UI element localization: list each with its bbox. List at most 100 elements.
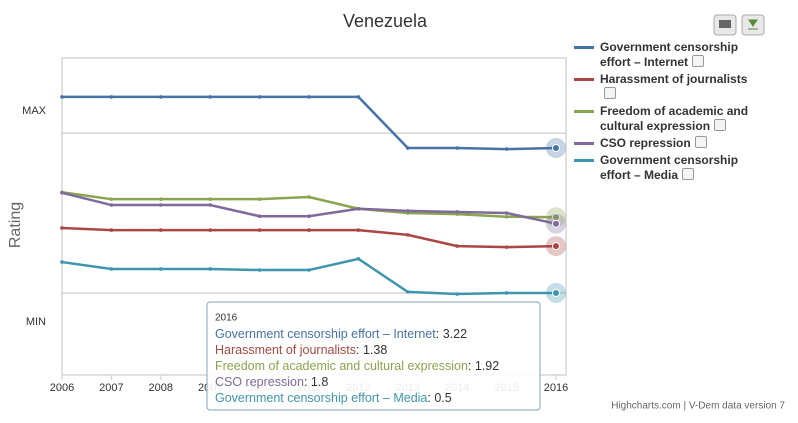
- legend-symbol: [574, 110, 594, 113]
- point-marker: [455, 210, 460, 214]
- point-marker: [109, 228, 114, 232]
- point-marker: [307, 268, 311, 272]
- point-marker: [504, 147, 509, 151]
- tooltip-series-name: CSO repression: [215, 375, 304, 389]
- chart-title: Venezuela: [343, 11, 428, 31]
- point-marker: [552, 144, 560, 153]
- tooltip-value: 1.8: [311, 375, 328, 389]
- legend: Government censorship effort – Internet H…: [572, 40, 772, 185]
- legend-item[interactable]: Government censorship effort – Media: [572, 153, 750, 183]
- legend-checkbox[interactable]: [682, 168, 695, 180]
- legend-checkbox[interactable]: [714, 119, 727, 131]
- legend-item[interactable]: CSO repression: [572, 136, 750, 151]
- tooltip-series-name: Government censorship effort – Media: [215, 391, 427, 405]
- legend-symbol: [574, 78, 594, 81]
- point-marker: [60, 95, 64, 99]
- point-marker: [257, 95, 262, 99]
- series-line: [62, 95, 557, 151]
- point-marker: [552, 242, 560, 251]
- point-marker: [552, 219, 560, 228]
- point-marker: [406, 233, 410, 237]
- point-marker: [159, 197, 163, 201]
- point-marker: [109, 267, 114, 271]
- point-marker: [257, 197, 262, 201]
- point-marker: [504, 291, 509, 295]
- legend-symbol: [574, 46, 594, 49]
- y-axis-label: Rating: [7, 202, 24, 248]
- tooltip-box: [206, 301, 541, 411]
- point-marker: [307, 228, 311, 232]
- point-marker: [455, 292, 460, 296]
- point-marker: [60, 190, 64, 195]
- export-buttons[interactable]: [713, 14, 765, 36]
- point-marker: [109, 203, 114, 207]
- x-tick-label: 2016: [544, 382, 568, 394]
- point-marker: [552, 288, 560, 297]
- point-marker: [406, 290, 410, 294]
- tooltip: 2016 Government censorship effort – Inter…: [206, 301, 541, 411]
- point-marker: [159, 267, 163, 271]
- point-marker: [406, 209, 410, 213]
- tooltip-separator: :: [427, 391, 434, 405]
- tooltip-value: 1.38: [363, 343, 387, 357]
- legend-checkbox[interactable]: [692, 55, 705, 67]
- tooltip-row: Freedom of academic and cultural express…: [215, 359, 499, 373]
- tooltip-separator: :: [356, 343, 363, 357]
- x-tick-label: 2008: [149, 382, 173, 394]
- tooltip-separator: :: [468, 359, 475, 373]
- credits: Highcharts.com | V-Dem data version 7: [611, 401, 785, 412]
- legend-label: Harassment of journalists: [600, 72, 748, 86]
- point-marker: [109, 95, 114, 99]
- point-marker: [257, 268, 262, 272]
- tooltip-header: 2016: [215, 313, 238, 324]
- legend-label: CSO repression: [600, 136, 691, 150]
- point-marker: [257, 214, 262, 219]
- point-marker: [208, 267, 212, 271]
- point-marker: [208, 228, 212, 232]
- point-marker: [109, 197, 114, 201]
- tooltip-value: 0.5: [434, 391, 451, 405]
- legend-item[interactable]: Harassment of journalists: [572, 72, 750, 102]
- series-line: [61, 257, 556, 296]
- point-marker: [504, 214, 509, 219]
- print-icon: [719, 20, 731, 28]
- point-marker: [208, 95, 212, 99]
- point-marker: [208, 203, 212, 207]
- legend-symbol: [574, 142, 594, 145]
- legend-label: Government censorship effort – Media: [600, 153, 739, 182]
- point-marker: [208, 197, 212, 201]
- point-marker: [356, 95, 361, 99]
- point-marker: [159, 203, 163, 207]
- point-marker: [504, 245, 509, 249]
- tooltip-separator: :: [304, 375, 311, 389]
- y-tick-label: MIN: [26, 316, 46, 328]
- legend-checkbox[interactable]: [694, 136, 707, 148]
- point-marker: [307, 95, 311, 99]
- tooltip-value: 1.92: [475, 359, 499, 373]
- point-marker: [455, 146, 460, 150]
- legend-item[interactable]: Freedom of academic and cultural express…: [572, 104, 750, 134]
- legend-checkbox[interactable]: [604, 87, 616, 99]
- tooltip-row: Government censorship effort – Media: 0.…: [215, 391, 452, 405]
- point-marker: [257, 228, 262, 232]
- tooltip-row: Harassment of journalists: 1.38: [215, 343, 387, 357]
- x-tick-label: 2006: [50, 382, 74, 394]
- tooltip-series-name: Government censorship effort – Internet: [215, 327, 436, 341]
- point-marker: [159, 95, 163, 99]
- tooltip-row: CSO repression: 1.8: [215, 375, 328, 389]
- point-marker: [307, 214, 311, 219]
- tooltip-row: Government censorship effort – Internet:…: [215, 327, 467, 341]
- legend-item[interactable]: Government censorship effort – Internet: [572, 40, 750, 70]
- point-marker: [356, 228, 361, 232]
- x-tick-label: 2007: [99, 382, 123, 394]
- tooltip-value: 3.22: [443, 327, 467, 341]
- point-marker: [504, 211, 509, 215]
- point-marker: [406, 146, 410, 150]
- point-marker: [455, 244, 460, 248]
- legend-label: Government censorship effort – Internet: [600, 40, 739, 69]
- tooltip-separator: :: [436, 327, 443, 341]
- tooltip-series-name: Freedom of academic and cultural express…: [215, 359, 468, 373]
- point-marker: [159, 228, 163, 232]
- download-icon: [748, 19, 758, 30]
